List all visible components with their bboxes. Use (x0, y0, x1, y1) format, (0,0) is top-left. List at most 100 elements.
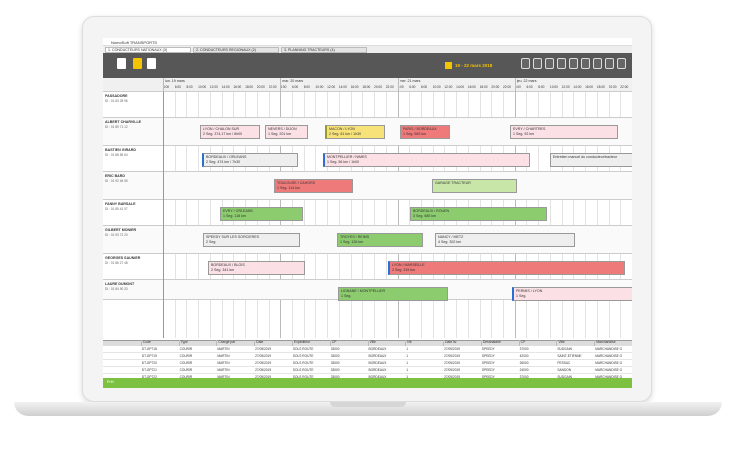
event-detail: 1 Seg. 126 km (340, 239, 364, 244)
event-title: LIGNANE / MONTPELLIER (341, 289, 386, 293)
tool-button[interactable] (545, 58, 554, 69)
tool-button[interactable] (569, 58, 578, 69)
event-title: EVRY / ORLEANS (223, 209, 253, 213)
day-label: jeu. 22 mars (516, 79, 537, 83)
event-title: LYON / CHALON SUR (203, 127, 240, 131)
event-block[interactable]: Entretien manuel du conducteur/tracteur (550, 153, 632, 167)
tool-button[interactable] (533, 58, 542, 69)
event-detail: 2 Seg. 341 km (211, 267, 235, 272)
hour-label: 4:00 (163, 85, 170, 89)
event-block[interactable]: TROYES / REIMS 1 Seg. 126 km (337, 233, 423, 247)
title-bar (103, 38, 632, 46)
event-block[interactable]: NANCY / METZ 4 Seg. 302 km (435, 233, 575, 247)
table-column-header: Ville (367, 340, 406, 346)
event-block[interactable]: LYON / CHALON SUR 2 Seg. 374,17 km / 6h00 (200, 125, 260, 139)
table-row[interactable] (103, 346, 632, 353)
table-cell: SPEEDY (481, 354, 495, 358)
event-block[interactable]: LYON / MARSEILLE 2 Seg. 315 km (388, 261, 625, 275)
table-cell: SUDGAIN (557, 347, 572, 351)
event-block[interactable]: EVRY / CHARTRES 1 Seg. 92 km (510, 125, 618, 139)
event-title: GARAGE TRACTEUR (435, 181, 471, 185)
table-cell: 27/05/2019 (444, 347, 461, 351)
calendar-icon[interactable] (445, 62, 452, 69)
hour-label: 10:00 (549, 85, 558, 89)
table-cell: MARTIN (217, 361, 230, 365)
table-cell: SAINT-ETIENNE (557, 354, 582, 358)
tab[interactable]: 3. PLANNING TRACTEURS (4) (281, 47, 367, 53)
event-block[interactable]: PARIS / BORDEAUX 1 Seg. 583 km (400, 125, 450, 139)
event-block[interactable]: GARAGE TRACTEUR (432, 179, 517, 193)
hour-label: 20:00 (374, 85, 383, 89)
table-cell: SUDGAIN (557, 375, 572, 379)
tool-button[interactable] (147, 58, 156, 69)
event-block[interactable]: SPEEDY SUR LES SORCIERES 2 Seg. (203, 233, 300, 247)
table-cell: 27/05/2019 (255, 368, 272, 372)
table-cell: MARCHANDISE G (595, 361, 623, 365)
hour-label: 20:00 (256, 85, 265, 89)
tool-button[interactable] (557, 58, 566, 69)
event-block[interactable]: BORDEAUX / ROUEN 3 Seg. 685 km (410, 207, 547, 221)
driver-row (103, 146, 632, 172)
hour-label: 18:00 (479, 85, 488, 89)
table-cell: 42000 (519, 354, 529, 358)
event-detail: 1 Seg. 114 km (277, 185, 300, 190)
event-block[interactable]: LIGNANE / MONTPELLIER 1 Seg. (338, 287, 448, 301)
event-block[interactable]: TOULOUSE / CAHORS 1 Seg. 114 km (274, 179, 353, 193)
hour-label: 18:00 (362, 85, 371, 89)
event-title: MONTPELLIER / NIMES (327, 155, 367, 159)
hour-label: 10:00 (432, 85, 441, 89)
event-block[interactable]: MONTPELLIER / NIMES 1 Seg. 56 km / 1h00 (323, 153, 530, 167)
table-cell: MARTIN (217, 375, 230, 379)
table-cell: SOLS ROUTE (292, 354, 314, 358)
table-cell: DT-GP718 (141, 347, 157, 351)
table-cell: MARCHANDISE G (595, 347, 623, 351)
event-detail: 2 Seg. 374,17 km / 6h00 (203, 131, 243, 136)
driver-info: DI : 01 93 72 20 (105, 233, 128, 237)
hour-label: 4:00 (280, 85, 287, 89)
tool-button[interactable] (617, 58, 626, 69)
tool-button[interactable] (133, 58, 142, 69)
tab-bar (103, 46, 632, 53)
tool-button[interactable] (593, 58, 602, 69)
table-column-header: Type (178, 340, 217, 346)
tool-button[interactable] (521, 58, 530, 69)
table-cell: 24000 (519, 368, 529, 372)
event-detail: 1 Seg. 583 km (403, 131, 427, 136)
tool-button[interactable] (117, 58, 126, 69)
tab[interactable]: 1. CONDUCTEURS NATIONAUX (3) (105, 47, 191, 53)
table-row[interactable] (103, 353, 632, 360)
driver-info: DI : 01 86 27 48 (105, 261, 128, 265)
event-block[interactable]: NEVERS / DIJON 1 Seg. 201 km (265, 125, 308, 139)
table-row[interactable] (103, 367, 632, 374)
table-column-header: Destinataire (480, 340, 519, 346)
event-title: Entretien manuel du conducteur/tracteur (553, 155, 618, 159)
table-column-header: Date (254, 340, 292, 346)
event-block[interactable]: EVRY / ORLEANS 1 Seg. 118 km (220, 207, 303, 221)
day-label: mer. 21 mars (399, 79, 421, 83)
table-column-header: Marchandise (594, 340, 632, 346)
table-cell: SPEEDY (481, 368, 495, 372)
hour-label: 16:00 (467, 85, 476, 89)
tool-button[interactable] (605, 58, 614, 69)
table-cell: COURIR (179, 368, 193, 372)
table-cell: 1 (406, 375, 409, 379)
hour-label: 6:00 (526, 85, 533, 89)
table-cell: 27/05/2019 (444, 368, 461, 372)
table-column-header: Nb (405, 340, 443, 346)
tool-button[interactable] (581, 58, 590, 69)
table-cell: COURIR (179, 361, 193, 365)
hour-label: 12:00 (327, 85, 336, 89)
hour-label: 10:00 (198, 85, 207, 89)
event-block[interactable]: MACON / LYON 2 Seg. 81 km / 1h30 (325, 125, 385, 139)
driver-column-border (163, 92, 164, 338)
event-detail: 1 Seg. 201 km (268, 131, 292, 136)
hour-label: 12:00 (209, 85, 218, 89)
event-block[interactable]: BORDEAUX / BLOIS 2 Seg. 341 km (208, 261, 305, 275)
table-row[interactable] (103, 360, 632, 367)
event-block[interactable]: PERMIS / LYON 1 Seg. (512, 287, 632, 301)
table-cell: COURIR (179, 354, 193, 358)
tab[interactable]: 2. CONDUCTEURS REGIONAUX (2) (193, 47, 279, 53)
event-title: LYON / MARSEILLE (392, 263, 425, 267)
event-block[interactable]: BORDEAUX / ORLEANS 2 Seg. 474 km / 7h30 (202, 153, 298, 167)
table-cell: MARCHANDISE G (595, 368, 623, 372)
